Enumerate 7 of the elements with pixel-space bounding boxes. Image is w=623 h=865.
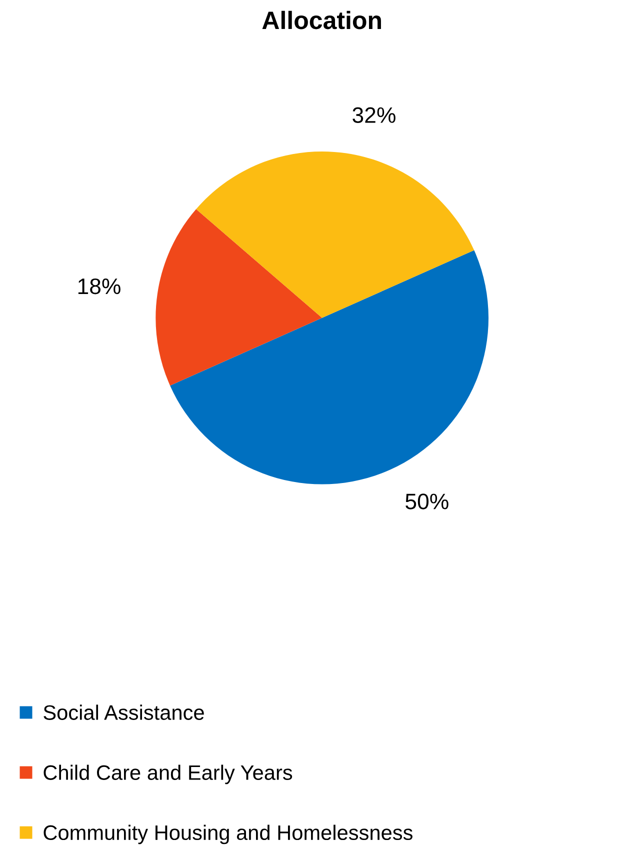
legend-label: Child Care and Early Years — [44, 764, 292, 784]
legend-label: Community Housing and Homelessness — [44, 824, 412, 844]
data-label: 50% — [406, 494, 448, 510]
chart-title: Allocation — [262, 10, 381, 30]
data-label: 32% — [352, 107, 396, 123]
data-label: 18% — [78, 278, 120, 294]
legend-label: Social Assistance — [44, 704, 204, 720]
